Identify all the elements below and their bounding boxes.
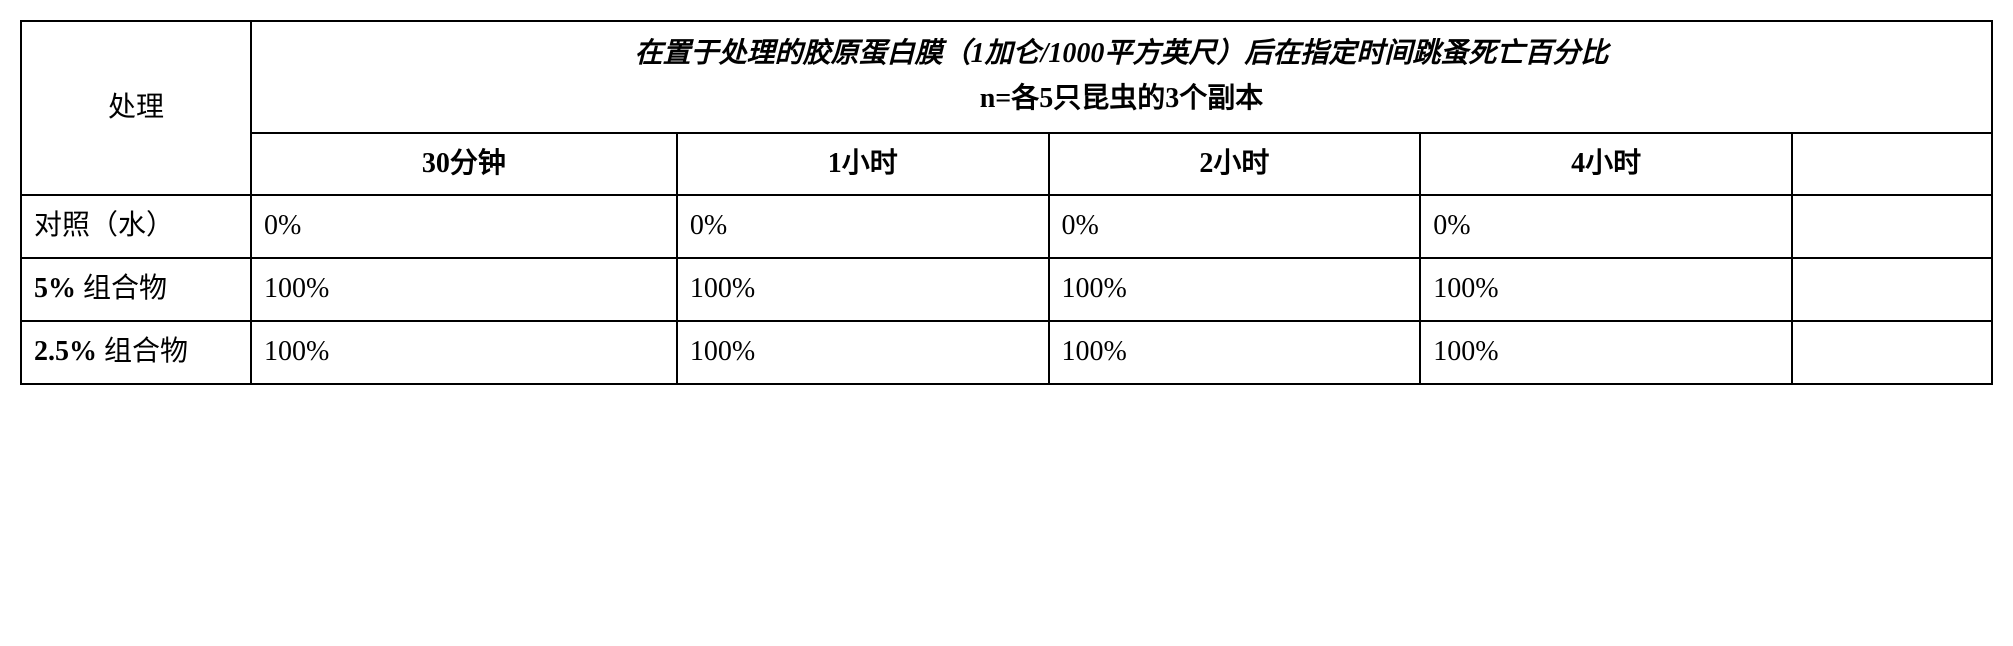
description-header: 在置于处理的胶原蛋白膜（1加仑/1000平方英尺）后在指定时间跳蚤死亡百分比 n… bbox=[251, 21, 1992, 133]
comp25-percent: 2.5% bbox=[34, 336, 104, 367]
treatment-header: 处理 bbox=[21, 21, 251, 195]
comp25-4h: 100% bbox=[1420, 321, 1792, 384]
control-30min: 0% bbox=[251, 195, 677, 258]
comp25-text: 组合物 bbox=[104, 336, 188, 367]
comp5-label: 5% 组合物 bbox=[21, 258, 251, 321]
comp5-text: 组合物 bbox=[83, 273, 167, 304]
control-2h: 0% bbox=[1049, 195, 1421, 258]
mortality-table: 处理 在置于处理的胶原蛋白膜（1加仑/1000平方英尺）后在指定时间跳蚤死亡百分… bbox=[20, 20, 1993, 385]
table-row: 对照（水） 0% 0% 0% 0% bbox=[21, 195, 1992, 258]
comp5-4h: 100% bbox=[1420, 258, 1792, 321]
empty-cell bbox=[1792, 195, 1992, 258]
control-1h: 0% bbox=[677, 195, 1049, 258]
control-label: 对照（水） bbox=[21, 195, 251, 258]
comp25-30min: 100% bbox=[251, 321, 677, 384]
table-row: 5% 组合物 100% 100% 100% 100% bbox=[21, 258, 1992, 321]
comp25-label: 2.5% 组合物 bbox=[21, 321, 251, 384]
header-row-1: 处理 在置于处理的胶原蛋白膜（1加仑/1000平方英尺）后在指定时间跳蚤死亡百分… bbox=[21, 21, 1992, 133]
time-header-row: 30分钟 1小时 2小时 4小时 bbox=[21, 133, 1992, 196]
time-1h-header: 1小时 bbox=[677, 133, 1049, 196]
empty-header bbox=[1792, 133, 1992, 196]
time-30min-header: 30分钟 bbox=[251, 133, 677, 196]
time-2h-header: 2小时 bbox=[1049, 133, 1421, 196]
comp5-30min: 100% bbox=[251, 258, 677, 321]
description-line1: 在置于处理的胶原蛋白膜（1加仑/1000平方英尺）后在指定时间跳蚤死亡百分比 bbox=[635, 38, 1609, 69]
control-4h: 0% bbox=[1420, 195, 1792, 258]
comp5-1h: 100% bbox=[677, 258, 1049, 321]
comp5-2h: 100% bbox=[1049, 258, 1421, 321]
table-row: 2.5% 组合物 100% 100% 100% 100% bbox=[21, 321, 1992, 384]
comp25-2h: 100% bbox=[1049, 321, 1421, 384]
time-4h-header: 4小时 bbox=[1420, 133, 1792, 196]
empty-cell bbox=[1792, 258, 1992, 321]
description-line2: n=各5只昆虫的3个副本 bbox=[980, 83, 1264, 114]
empty-cell bbox=[1792, 321, 1992, 384]
comp25-1h: 100% bbox=[677, 321, 1049, 384]
comp5-percent: 5% bbox=[34, 273, 83, 304]
